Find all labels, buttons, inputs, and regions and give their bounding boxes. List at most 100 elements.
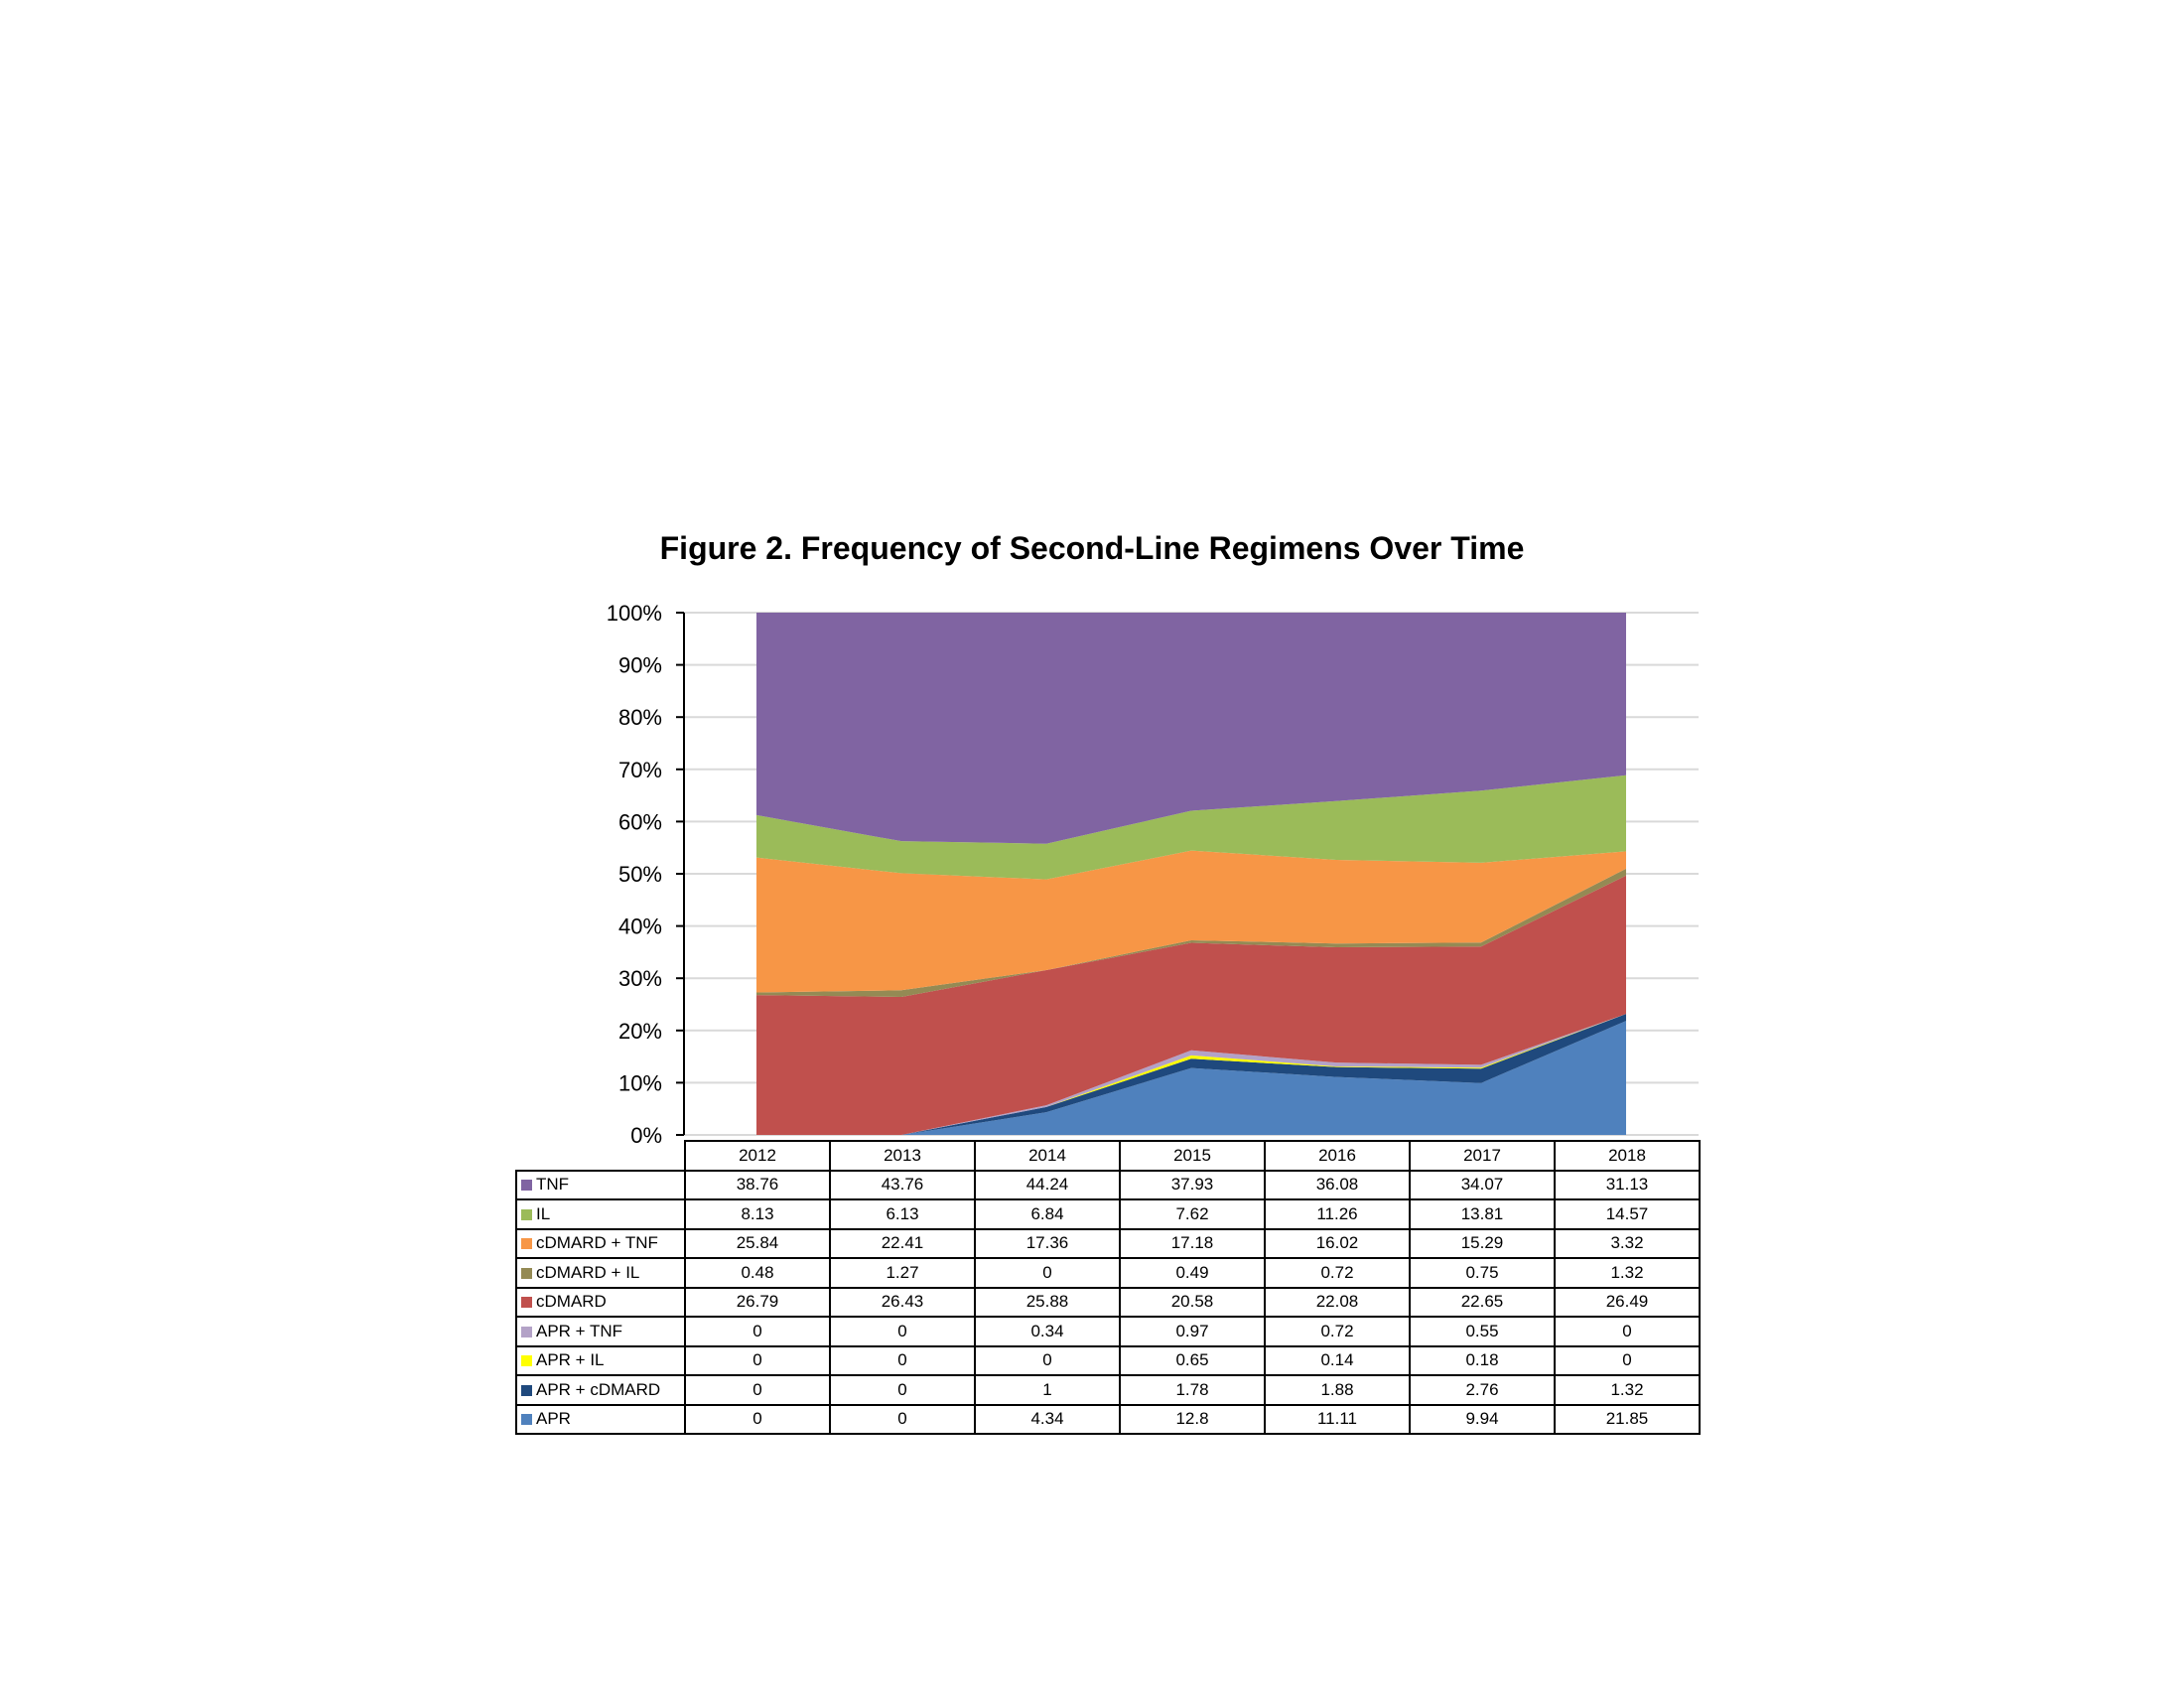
table-row: IL 8.13 6.13 6.84 7.62 11.26 13.81 14.57 [515,1198,1701,1230]
data-value-cell: 22.41 [829,1227,976,1259]
legend-label: cDMARD + TNF [536,1233,658,1253]
legend-entry: APR [515,1403,686,1435]
data-value-cell: 43.76 [829,1169,976,1200]
data-value-cell: 0.34 [974,1316,1121,1347]
data-value-cell: 1.32 [1554,1374,1701,1406]
data-value-cell: 17.36 [974,1227,1121,1259]
table-row: TNF 38.76 43.76 44.24 37.93 36.08 34.07 31.13 [515,1169,1701,1200]
y-tick-label: 90% [618,653,662,678]
legend-swatch [521,1414,532,1426]
area-series-il [756,774,1626,880]
data-value-cell: 0.97 [1119,1316,1266,1347]
y-tick-label: 50% [618,862,662,887]
area-series-apr-cdmard [756,1014,1626,1135]
legend-swatch [521,1238,532,1250]
data-value-cell: 0.72 [1264,1316,1411,1347]
legend-swatch [521,1384,532,1396]
data-value-cell: 26.79 [684,1286,831,1318]
table-corner-cell [516,1141,686,1172]
x-tick-label: 2013 [829,1140,976,1172]
legend-entry: cDMARD + IL [515,1257,686,1289]
data-value-cell: 1.27 [829,1257,976,1289]
data-value-cell: 0.48 [684,1257,831,1289]
data-value-cell: 6.13 [829,1198,976,1230]
data-value-cell: 25.88 [974,1286,1121,1318]
data-value-cell: 11.26 [1264,1198,1411,1230]
legend-swatch [521,1297,532,1309]
data-value-cell: 2.76 [1409,1374,1556,1406]
x-tick-label: 2016 [1264,1140,1411,1172]
legend-label: APR [536,1409,571,1429]
table-row: APR + IL 0 0 0 0.65 0.14 0.18 0 [515,1344,1701,1376]
data-value-cell: 0 [829,1316,976,1347]
data-value-cell: 7.62 [1119,1198,1266,1230]
table-row: cDMARD 26.79 26.43 25.88 20.58 22.08 22.65 26.4… [515,1286,1701,1318]
y-tick-label: 30% [618,966,662,991]
data-value-cell: 0.49 [1119,1257,1266,1289]
data-value-cell: 44.24 [974,1169,1121,1200]
legend-swatch [521,1180,532,1192]
data-value-cell: 0.18 [1409,1344,1556,1376]
x-tick-label: 2012 [684,1140,831,1172]
table-row: cDMARD + IL 0.48 1.27 0 0.49 0.72 0.75 1.32 [515,1257,1701,1289]
data-value-cell: 0.75 [1409,1257,1556,1289]
data-value-cell: 13.81 [1409,1198,1556,1230]
data-value-cell: 1.32 [1554,1257,1701,1289]
data-value-cell: 34.07 [1409,1169,1556,1200]
legend-label: IL [536,1203,551,1223]
data-value-cell: 22.08 [1264,1286,1411,1318]
data-value-cell: 17.18 [1119,1227,1266,1259]
legend-entry: cDMARD + TNF [515,1227,686,1259]
legend-swatch [521,1355,532,1367]
data-value-cell: 0 [974,1257,1121,1289]
data-value-cell: 38.76 [684,1169,831,1200]
data-value-cell: 0 [1554,1344,1701,1376]
table-row: APR + TNF 0 0 0.34 0.97 0.72 0.55 0 [515,1316,1701,1347]
data-value-cell: 0 [829,1403,976,1435]
data-value-cell: 25.84 [684,1227,831,1259]
data-value-cell: 0 [684,1316,831,1347]
data-value-cell: 12.8 [1119,1403,1266,1435]
legend-label: APR + IL [536,1350,605,1370]
y-tick-label: 20% [618,1019,662,1044]
x-tick-label: 2015 [1119,1140,1266,1172]
table-row: APR 0 0 4.34 12.8 11.11 9.94 21.85 [515,1403,1701,1435]
table-row: cDMARD + TNF 25.84 22.41 17.36 17.18 16.02 15.… [515,1227,1701,1259]
data-value-cell: 36.08 [1264,1169,1411,1200]
data-value-cell: 37.93 [1119,1169,1266,1200]
data-value-cell: 8.13 [684,1198,831,1230]
data-value-cell: 6.84 [974,1198,1121,1230]
data-value-cell: 15.29 [1409,1227,1556,1259]
legend-swatch [521,1267,532,1279]
area-series-apr [756,1021,1626,1135]
x-tick-label: 2014 [974,1140,1121,1172]
data-value-cell: 0 [684,1344,831,1376]
legend-label: APR + TNF [536,1321,623,1340]
legend-entry: APR + IL [515,1344,686,1376]
data-value-cell: 0.65 [1119,1344,1266,1376]
data-value-cell: 26.43 [829,1286,976,1318]
data-value-cell: 1.88 [1264,1374,1411,1406]
area-series-tnf [756,613,1626,844]
y-tick-label: 70% [618,758,662,782]
data-value-cell: 0 [829,1344,976,1376]
table-header-row: 2012 2013 2014 2015 2016 2017 2018 [516,1140,1701,1172]
data-value-cell: 26.49 [1554,1286,1701,1318]
legend-label: cDMARD [536,1292,607,1312]
legend-entry: APR + TNF [515,1316,686,1347]
data-value-cell: 20.58 [1119,1286,1266,1318]
data-value-cell: 0 [684,1374,831,1406]
legend-entry: IL [515,1198,686,1230]
legend-label: cDMARD + IL [536,1262,640,1282]
x-tick-label: 2018 [1554,1140,1701,1172]
data-value-cell: 4.34 [974,1403,1121,1435]
data-value-cell: 3.32 [1554,1227,1701,1259]
legend-label: APR + cDMARD [536,1379,661,1399]
data-value-cell: 1 [974,1374,1121,1406]
x-tick-label: 2017 [1409,1140,1556,1172]
y-tick-label: 40% [618,914,662,939]
area-series-cdmard-tnf [756,850,1626,993]
legend-entry: TNF [515,1169,686,1200]
legend-entry: cDMARD [515,1286,686,1318]
